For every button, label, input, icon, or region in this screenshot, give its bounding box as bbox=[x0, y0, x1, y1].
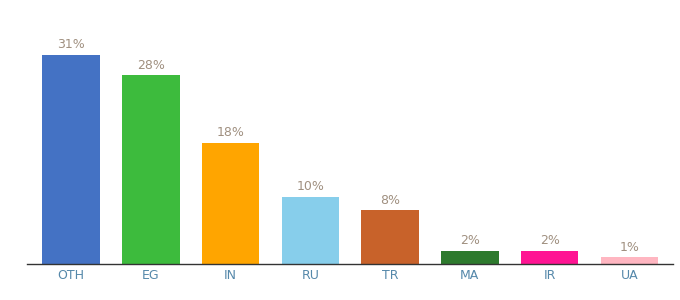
Text: 10%: 10% bbox=[296, 180, 324, 193]
Bar bbox=[600, 257, 658, 264]
Text: 31%: 31% bbox=[57, 38, 85, 51]
Text: 2%: 2% bbox=[540, 234, 560, 247]
Text: 2%: 2% bbox=[460, 234, 480, 247]
Bar bbox=[282, 196, 339, 264]
Bar bbox=[42, 55, 100, 264]
Bar bbox=[441, 250, 498, 264]
Text: 1%: 1% bbox=[619, 241, 639, 254]
Bar bbox=[521, 250, 578, 264]
Text: 18%: 18% bbox=[217, 126, 245, 139]
Text: 28%: 28% bbox=[137, 58, 165, 72]
Text: 8%: 8% bbox=[380, 194, 400, 207]
Bar bbox=[361, 210, 419, 264]
Bar bbox=[122, 75, 180, 264]
Bar bbox=[202, 142, 259, 264]
